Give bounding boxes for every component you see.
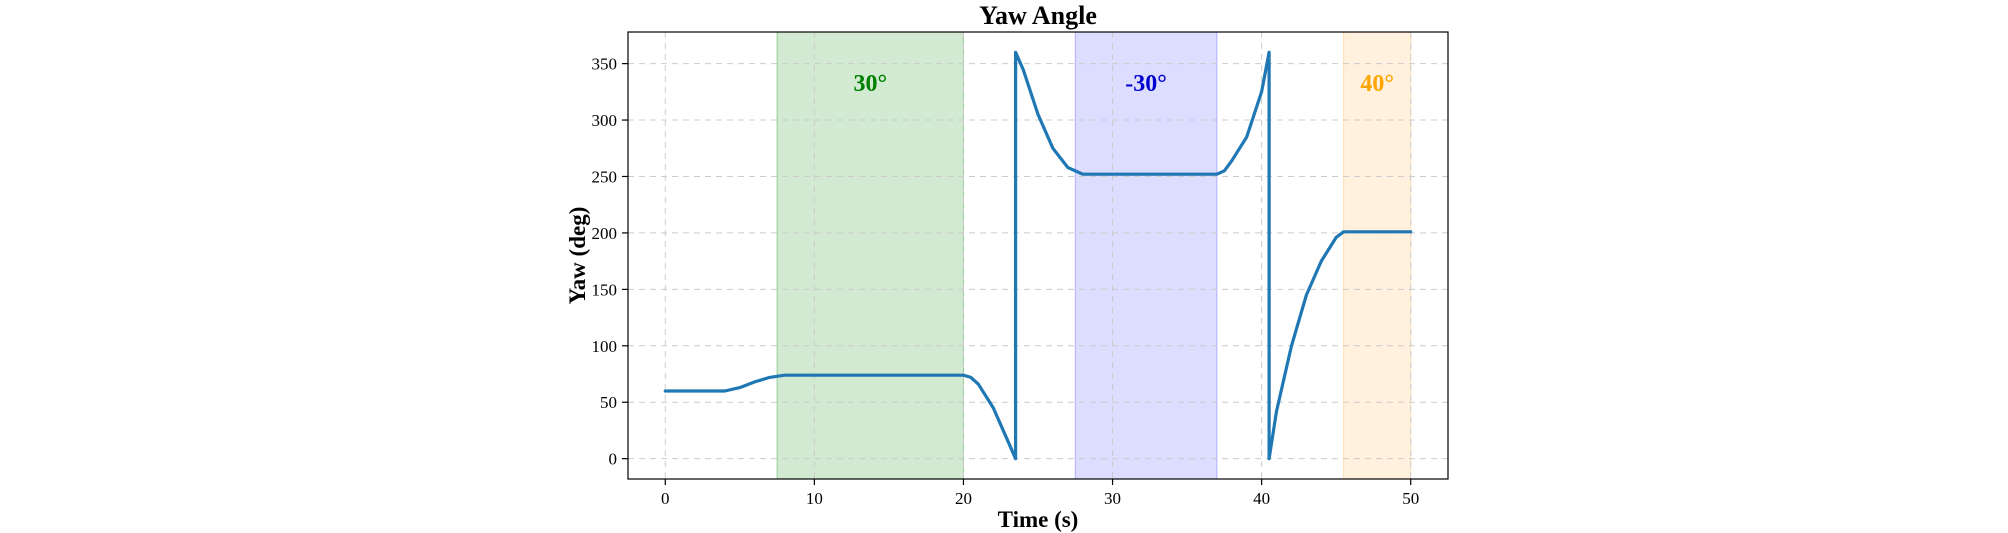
shaded-bands — [776, 32, 1412, 479]
x-axis-label: Time (s) — [998, 507, 1079, 532]
x-tick-label: 10 — [806, 489, 823, 508]
y-tick-label: 150 — [592, 280, 618, 299]
band-labels: 30° -30° 40° — [853, 71, 1394, 97]
y-tick-label: 250 — [592, 167, 618, 186]
band-region — [777, 32, 964, 479]
plot-frame — [627, 31, 1449, 480]
x-tick-label: 20 — [955, 489, 972, 508]
y-tick-label: 100 — [592, 337, 618, 356]
y-axis-label: Yaw (deg) — [565, 207, 590, 305]
band-region — [1343, 32, 1411, 479]
series-layer — [663, 50, 1413, 461]
band-label: 40° — [1360, 71, 1394, 97]
band-region — [1075, 32, 1217, 479]
x-tick-label: 0 — [661, 489, 670, 508]
grid-lines — [628, 32, 1448, 479]
y-tick-label: 300 — [592, 111, 618, 130]
y-tick-label: 50 — [600, 393, 617, 412]
x-tick-label: 50 — [1402, 489, 1419, 508]
yaw-series-line — [663, 50, 1413, 461]
y-tick-label: 0 — [609, 450, 618, 469]
y-tick-label: 350 — [592, 55, 618, 74]
band-label: 30° — [853, 71, 887, 97]
x-tick-label: 40 — [1253, 489, 1270, 508]
y-tick-label: 200 — [592, 224, 618, 243]
axis-ticks: 0 10 20 30 40 50 0 50 100 150 200 250 300 350 — [592, 55, 1420, 508]
band-label: -30° — [1125, 71, 1167, 97]
chart-title: Yaw Angle — [979, 1, 1097, 30]
x-tick-label: 30 — [1104, 489, 1121, 508]
